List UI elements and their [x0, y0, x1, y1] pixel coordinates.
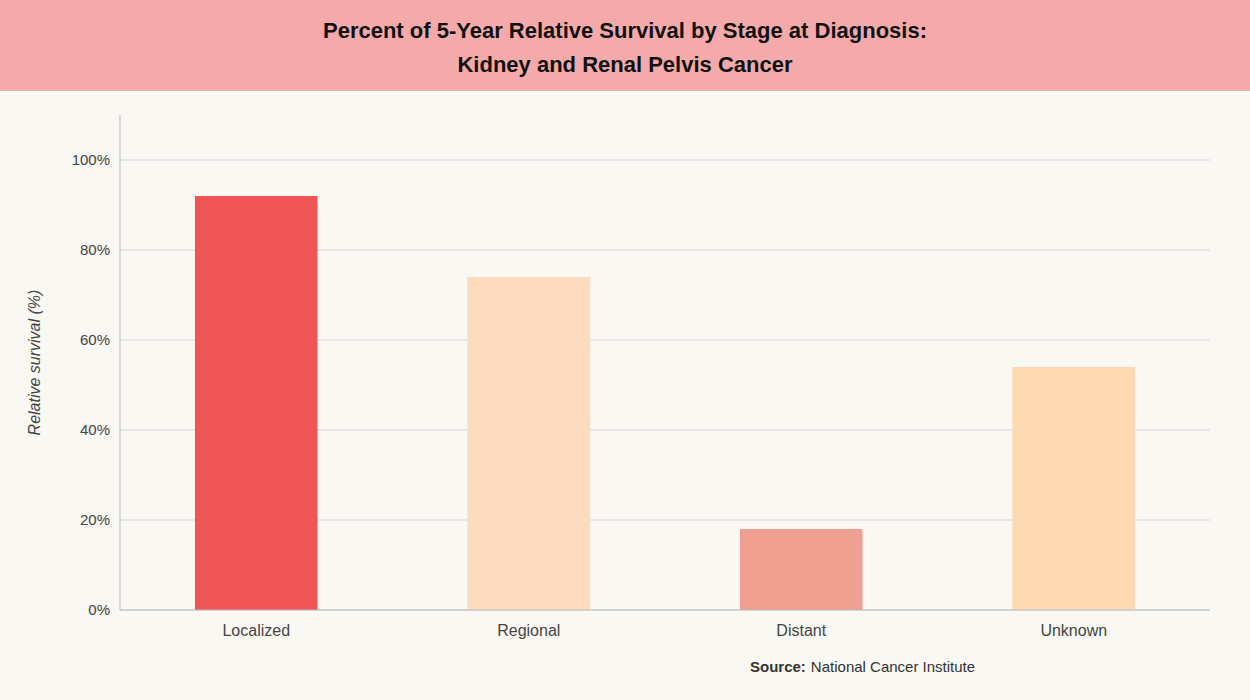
annotation: National Cancer Institute [811, 658, 975, 675]
y-tick-label: 80% [80, 241, 110, 258]
y-tick-label: 20% [80, 511, 110, 528]
bars [195, 196, 1135, 610]
y-axis-line [120, 115, 121, 610]
y-tick-label: 0% [88, 601, 110, 618]
x-tick-label: Regional [497, 622, 560, 639]
grid-line [120, 610, 1210, 611]
bar [740, 529, 863, 610]
grid-line [120, 160, 1210, 161]
bar [195, 196, 318, 610]
chart: Percent of 5-Year Relative Survival by S… [0, 0, 1250, 700]
x-tick-label: Unknown [1040, 622, 1107, 639]
background [0, 0, 1250, 700]
subtitle: Kidney and Renal Pelvis Cancer [457, 52, 792, 77]
y-tick-label: 100% [72, 151, 110, 168]
y-tick-label: 60% [80, 331, 110, 348]
grid [120, 160, 1210, 610]
source: Source: National Cancer Institute [750, 658, 975, 675]
bar [467, 277, 590, 610]
y-axis-label: Relative survival (%) [26, 290, 43, 436]
x-tick-label: Localized [222, 622, 290, 639]
annotation: Source: [750, 658, 806, 675]
y-tick-label: 40% [80, 421, 110, 438]
bar [1012, 367, 1135, 610]
title: Percent of 5-Year Relative Survival by S… [323, 18, 927, 43]
x-tick-label: Distant [776, 622, 826, 639]
title-banner [0, 0, 1250, 91]
x-axis-line [120, 610, 1210, 611]
